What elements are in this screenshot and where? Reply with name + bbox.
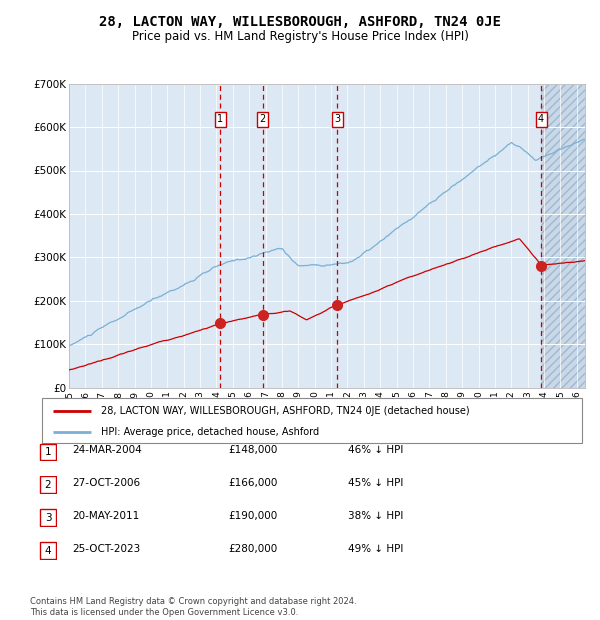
FancyBboxPatch shape [40, 542, 56, 559]
Text: £190,000: £190,000 [228, 511, 277, 521]
Text: 4: 4 [538, 114, 544, 124]
Text: 25-OCT-2023: 25-OCT-2023 [72, 544, 140, 554]
Text: 27-OCT-2006: 27-OCT-2006 [72, 478, 140, 488]
Text: Contains HM Land Registry data © Crown copyright and database right 2024.
This d: Contains HM Land Registry data © Crown c… [30, 598, 356, 617]
Text: 3: 3 [44, 513, 52, 523]
Text: 28, LACTON WAY, WILLESBOROUGH, ASHFORD, TN24 0JE (detached house): 28, LACTON WAY, WILLESBOROUGH, ASHFORD, … [101, 405, 470, 416]
Text: £148,000: £148,000 [228, 445, 277, 455]
FancyBboxPatch shape [42, 398, 582, 443]
Text: 2: 2 [259, 114, 266, 124]
Text: Price paid vs. HM Land Registry's House Price Index (HPI): Price paid vs. HM Land Registry's House … [131, 30, 469, 43]
Bar [541, 84, 585, 388]
Text: 28, LACTON WAY, WILLESBOROUGH, ASHFORD, TN24 0JE: 28, LACTON WAY, WILLESBOROUGH, ASHFORD, … [99, 16, 501, 30]
FancyBboxPatch shape [40, 444, 56, 460]
Text: 2: 2 [44, 480, 52, 490]
FancyBboxPatch shape [40, 476, 56, 494]
Text: 4: 4 [44, 546, 52, 556]
Text: 3: 3 [334, 114, 340, 124]
Text: 20-MAY-2011: 20-MAY-2011 [72, 511, 139, 521]
Text: 45% ↓ HPI: 45% ↓ HPI [348, 478, 403, 488]
Text: 46% ↓ HPI: 46% ↓ HPI [348, 445, 403, 455]
Text: 49% ↓ HPI: 49% ↓ HPI [348, 544, 403, 554]
Text: 24-MAR-2004: 24-MAR-2004 [72, 445, 142, 455]
Text: HPI: Average price, detached house, Ashford: HPI: Average price, detached house, Ashf… [101, 427, 320, 437]
FancyBboxPatch shape [40, 510, 56, 526]
Text: 1: 1 [44, 447, 52, 457]
Bar [541, 84, 585, 388]
Text: £166,000: £166,000 [228, 478, 277, 488]
Text: 38% ↓ HPI: 38% ↓ HPI [348, 511, 403, 521]
Text: £280,000: £280,000 [228, 544, 277, 554]
Text: 1: 1 [217, 114, 223, 124]
